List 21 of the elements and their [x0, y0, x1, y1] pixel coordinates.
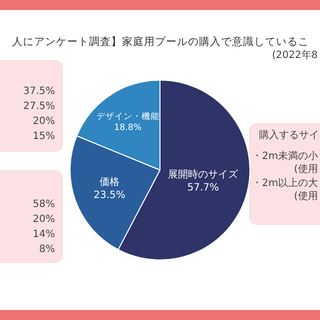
data-label: 23.5%	[94, 190, 126, 201]
data-label: 57.7%	[187, 182, 220, 194]
chart-title: 人にアンケート調査】家庭用プールの購入で意識しているこ	[12, 35, 309, 48]
data-label: 18.8%	[114, 123, 142, 134]
text: (2022年8	[272, 49, 318, 61]
text: 購入するサイ	[259, 130, 319, 142]
text: 14%	[32, 229, 55, 241]
text: (使用	[294, 164, 318, 176]
text: ・2m以上の大	[252, 178, 318, 190]
text: 15%	[32, 131, 55, 143]
slice-label: デザイン・機能	[96, 111, 160, 122]
text: 27.5%	[23, 101, 55, 113]
slice-label: 価格	[99, 176, 120, 188]
text: 58%	[32, 199, 55, 211]
text: ・2m未満の小	[252, 151, 318, 163]
text: 8%	[39, 244, 55, 256]
slice-label: 展開時のサイズ	[168, 168, 240, 180]
text: 37.5%	[23, 86, 55, 98]
text: 20%	[32, 116, 55, 128]
text: 20%	[32, 214, 55, 226]
text: (使用	[294, 191, 318, 203]
